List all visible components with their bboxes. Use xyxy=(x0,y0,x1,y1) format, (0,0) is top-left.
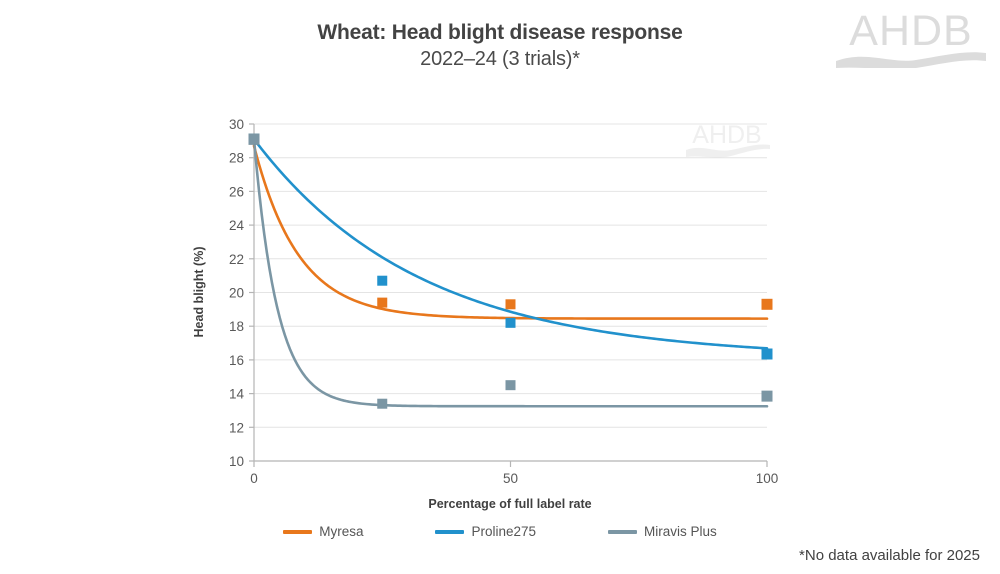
gridlines xyxy=(254,123,767,462)
data-point-proline275 xyxy=(761,348,773,360)
x-tick-label: 100 xyxy=(756,471,779,486)
series-curves xyxy=(252,137,769,408)
chart-watermark: AHDB xyxy=(686,121,770,158)
data-point-proline275 xyxy=(377,275,388,286)
y-tick-label: 12 xyxy=(229,420,244,435)
chart-watermark-text: AHDB xyxy=(692,121,761,149)
legend-label-proline275: Proline275 xyxy=(471,524,537,539)
data-point-myresa xyxy=(377,297,388,308)
y-axis-title: Head blight (%) xyxy=(192,247,206,338)
x-tick-label: 50 xyxy=(503,471,518,486)
legend-item-proline275[interactable]: Proline275 xyxy=(435,524,536,539)
x-axis-title: Percentage of full label rate xyxy=(428,497,591,511)
y-tick-label: 30 xyxy=(229,117,244,132)
data-point-miravis-plus xyxy=(761,390,773,402)
x-axis-ticks: 0 50 100 xyxy=(250,461,778,486)
ahdb-logo: AHDB xyxy=(836,8,986,70)
series-curve-miravis-plus xyxy=(252,137,769,408)
y-tick-label: 24 xyxy=(229,218,245,233)
y-tick-label: 14 xyxy=(229,387,245,402)
data-point-miravis-plus xyxy=(505,380,516,391)
x-tick-label: 0 xyxy=(250,471,258,486)
legend-swatch-proline275 xyxy=(435,529,465,534)
data-point-miravis-plus xyxy=(377,398,388,409)
y-tick-label: 16 xyxy=(229,353,244,368)
legend-swatch-miravis-plus xyxy=(608,529,638,534)
footnote: *No data available for 2025 xyxy=(799,547,980,564)
legend-label-myresa: Myresa xyxy=(319,524,364,539)
y-tick-label: 18 xyxy=(229,319,244,334)
data-point-miravis-plus xyxy=(248,133,260,145)
y-tick-label: 28 xyxy=(229,151,244,166)
series-markers xyxy=(248,133,773,409)
chart-legend: Myresa Proline275 Miravis Plus xyxy=(0,524,1000,539)
y-tick-label: 22 xyxy=(229,252,244,267)
data-point-proline275 xyxy=(505,317,516,328)
ahdb-logo-text: AHDB xyxy=(849,7,973,55)
legend-label-miravis-plus: Miravis Plus xyxy=(644,524,717,539)
y-axis-ticks: 10 12 14 16 18 20 22 24 26 28 30 xyxy=(229,117,254,469)
y-tick-label: 10 xyxy=(229,454,244,469)
data-point-myresa xyxy=(505,299,516,310)
y-tick-label: 26 xyxy=(229,184,244,199)
ahdb-logo-wave-icon xyxy=(836,52,986,68)
data-point-myresa xyxy=(761,298,773,310)
legend-swatch-myresa xyxy=(283,529,313,534)
legend-item-myresa[interactable]: Myresa xyxy=(283,524,363,539)
legend-item-miravis-plus[interactable]: Miravis Plus xyxy=(608,524,717,539)
series-curve-proline275 xyxy=(252,137,769,350)
y-tick-label: 20 xyxy=(229,286,244,301)
chart-watermark-wave-icon xyxy=(686,144,770,158)
